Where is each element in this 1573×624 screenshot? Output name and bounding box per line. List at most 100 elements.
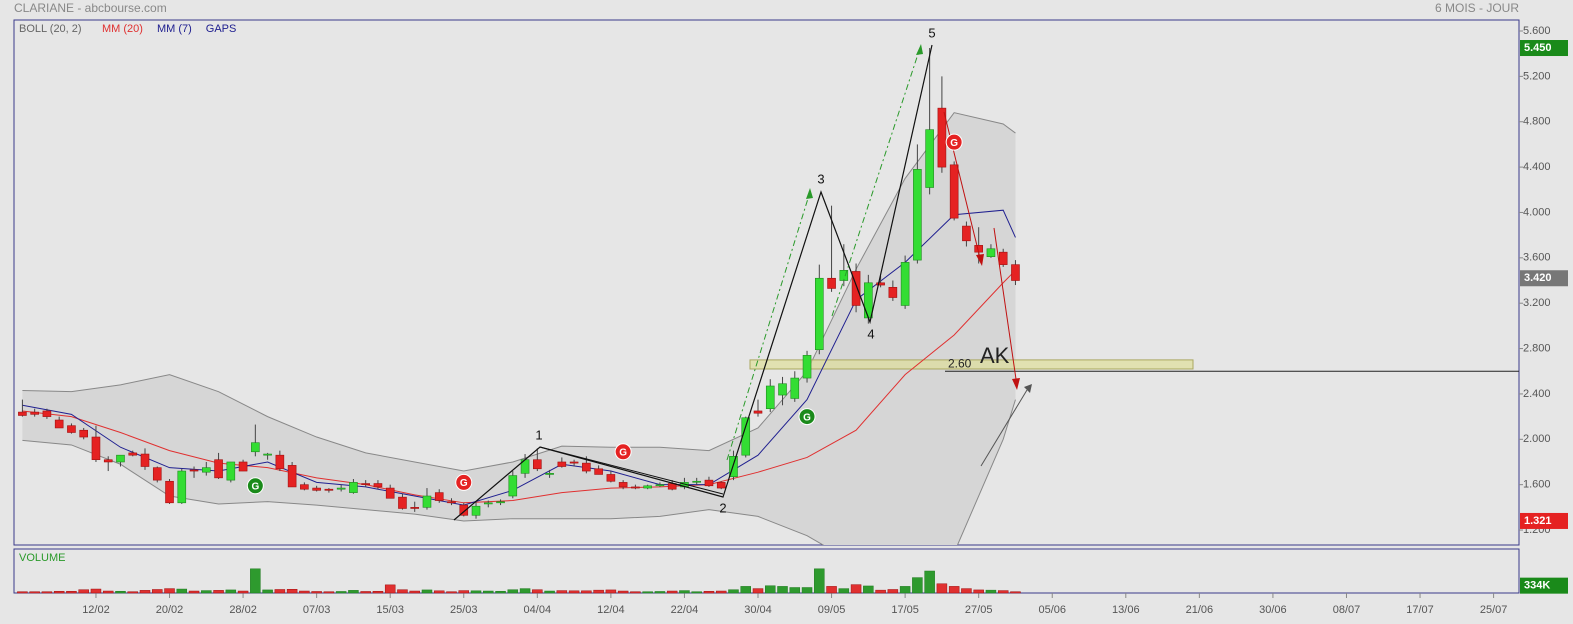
y-tick-label: 2.800 [1523, 342, 1551, 354]
volume-bar [78, 589, 89, 594]
volume-bar [948, 586, 960, 594]
volume-bar [814, 568, 825, 594]
candle-body [545, 473, 554, 475]
x-tick-label: 09/05 [818, 604, 846, 616]
x-tick-label: 20/02 [156, 604, 184, 616]
volume-bar [642, 591, 653, 594]
candle-body [692, 480, 702, 483]
wave-label: 4 [867, 326, 874, 341]
y-tick-label: 4.000 [1523, 206, 1551, 218]
arrow-head [976, 254, 984, 266]
candle-body [802, 355, 812, 379]
bollinger-line [22, 399, 1016, 545]
wave-label: 5 [928, 25, 935, 40]
candle-body [851, 271, 861, 306]
y-tick-label: 4.800 [1523, 116, 1551, 128]
candle-body [864, 282, 873, 319]
volume-bar [581, 590, 592, 594]
x-tick-label: 15/03 [376, 604, 404, 616]
volume-bar [887, 589, 899, 594]
candle-body [594, 468, 603, 475]
candle-body [373, 483, 383, 488]
candle-body [177, 470, 187, 504]
candle-body [496, 501, 505, 504]
x-tick-label: 08/07 [1333, 604, 1361, 616]
x-tick-label: 13/06 [1112, 604, 1140, 616]
overlay: 1 2 3 4 5 BOLL (20, 2) VOLUME [19, 23, 1032, 564]
candle-body [422, 495, 432, 508]
volume-bar [912, 577, 923, 594]
support-zone [749, 359, 1194, 370]
candle-body [140, 453, 150, 467]
candle-body [128, 452, 138, 456]
y-tick-label: 2.400 [1523, 388, 1551, 400]
candle-body [336, 487, 346, 490]
volume-bar [421, 589, 433, 594]
volume-bar [507, 589, 519, 594]
candle-body [202, 467, 211, 473]
candle-body [925, 129, 934, 188]
volume-bar [593, 589, 604, 594]
volume-bar [286, 589, 298, 594]
volume-bar [433, 590, 445, 594]
x-tick-label: 12/04 [597, 604, 625, 616]
volume-bar [691, 591, 702, 594]
volume-bar [997, 590, 1009, 594]
candle-body [949, 164, 959, 219]
volume-bar [53, 590, 65, 594]
x-tick-label: 17/07 [1406, 604, 1434, 616]
volume-bar [250, 568, 261, 594]
price-marker [1520, 40, 1568, 57]
gap-label: G [803, 412, 811, 423]
wave-label: 2 [719, 500, 726, 515]
bollinger-band [22, 112, 1016, 545]
period: 6 MOIS - JOUR [1435, 1, 1519, 15]
wave-line [539, 446, 724, 495]
volume-bar [225, 589, 237, 594]
volume-bar [899, 586, 911, 594]
candle-body [790, 377, 800, 399]
trend-arrow [993, 227, 1018, 387]
volume-bar [102, 590, 114, 594]
volume-bar [127, 591, 138, 594]
candle-body [888, 287, 898, 298]
candle-body [398, 496, 407, 509]
volume-bar [863, 585, 874, 594]
candle-body [152, 467, 162, 481]
candle-body [1011, 264, 1020, 281]
candle-body [251, 442, 260, 453]
x-tick-label: 12/02 [82, 604, 110, 616]
volume-bar [17, 591, 28, 594]
y-tick-label: 3.600 [1523, 252, 1551, 264]
x-tick-label: 22/04 [671, 604, 699, 616]
volume-bar [348, 590, 359, 594]
volume-bar [961, 588, 972, 594]
legend-entry: MM (7) [157, 23, 192, 35]
candle-body [54, 419, 64, 429]
volume-bar [470, 590, 482, 594]
volume-bar [201, 590, 212, 594]
candle-body [275, 454, 285, 470]
volume-bar [384, 584, 396, 594]
volume-bar [679, 590, 690, 594]
candle-body [900, 262, 910, 306]
candle-body [410, 507, 420, 509]
legend-gaps: GAPS [206, 23, 237, 35]
volume-bar [446, 591, 457, 594]
candle-body [483, 502, 493, 505]
volume-bar [311, 591, 322, 594]
candle-body [226, 461, 236, 481]
volume-bar [360, 591, 371, 594]
trend-arrow [980, 389, 1028, 467]
volume-bar [789, 587, 801, 594]
candle-body [533, 459, 542, 470]
y-tick-label: 4.400 [1523, 161, 1551, 173]
volume-bar [262, 589, 273, 594]
candle-body [814, 277, 824, 350]
candle-body [582, 462, 591, 472]
legend-boll: BOLL (20, 2) [19, 23, 82, 35]
candle-body [937, 107, 947, 168]
arrow-head [806, 188, 813, 199]
volume-bar [801, 587, 813, 594]
volume-bar [936, 583, 948, 594]
